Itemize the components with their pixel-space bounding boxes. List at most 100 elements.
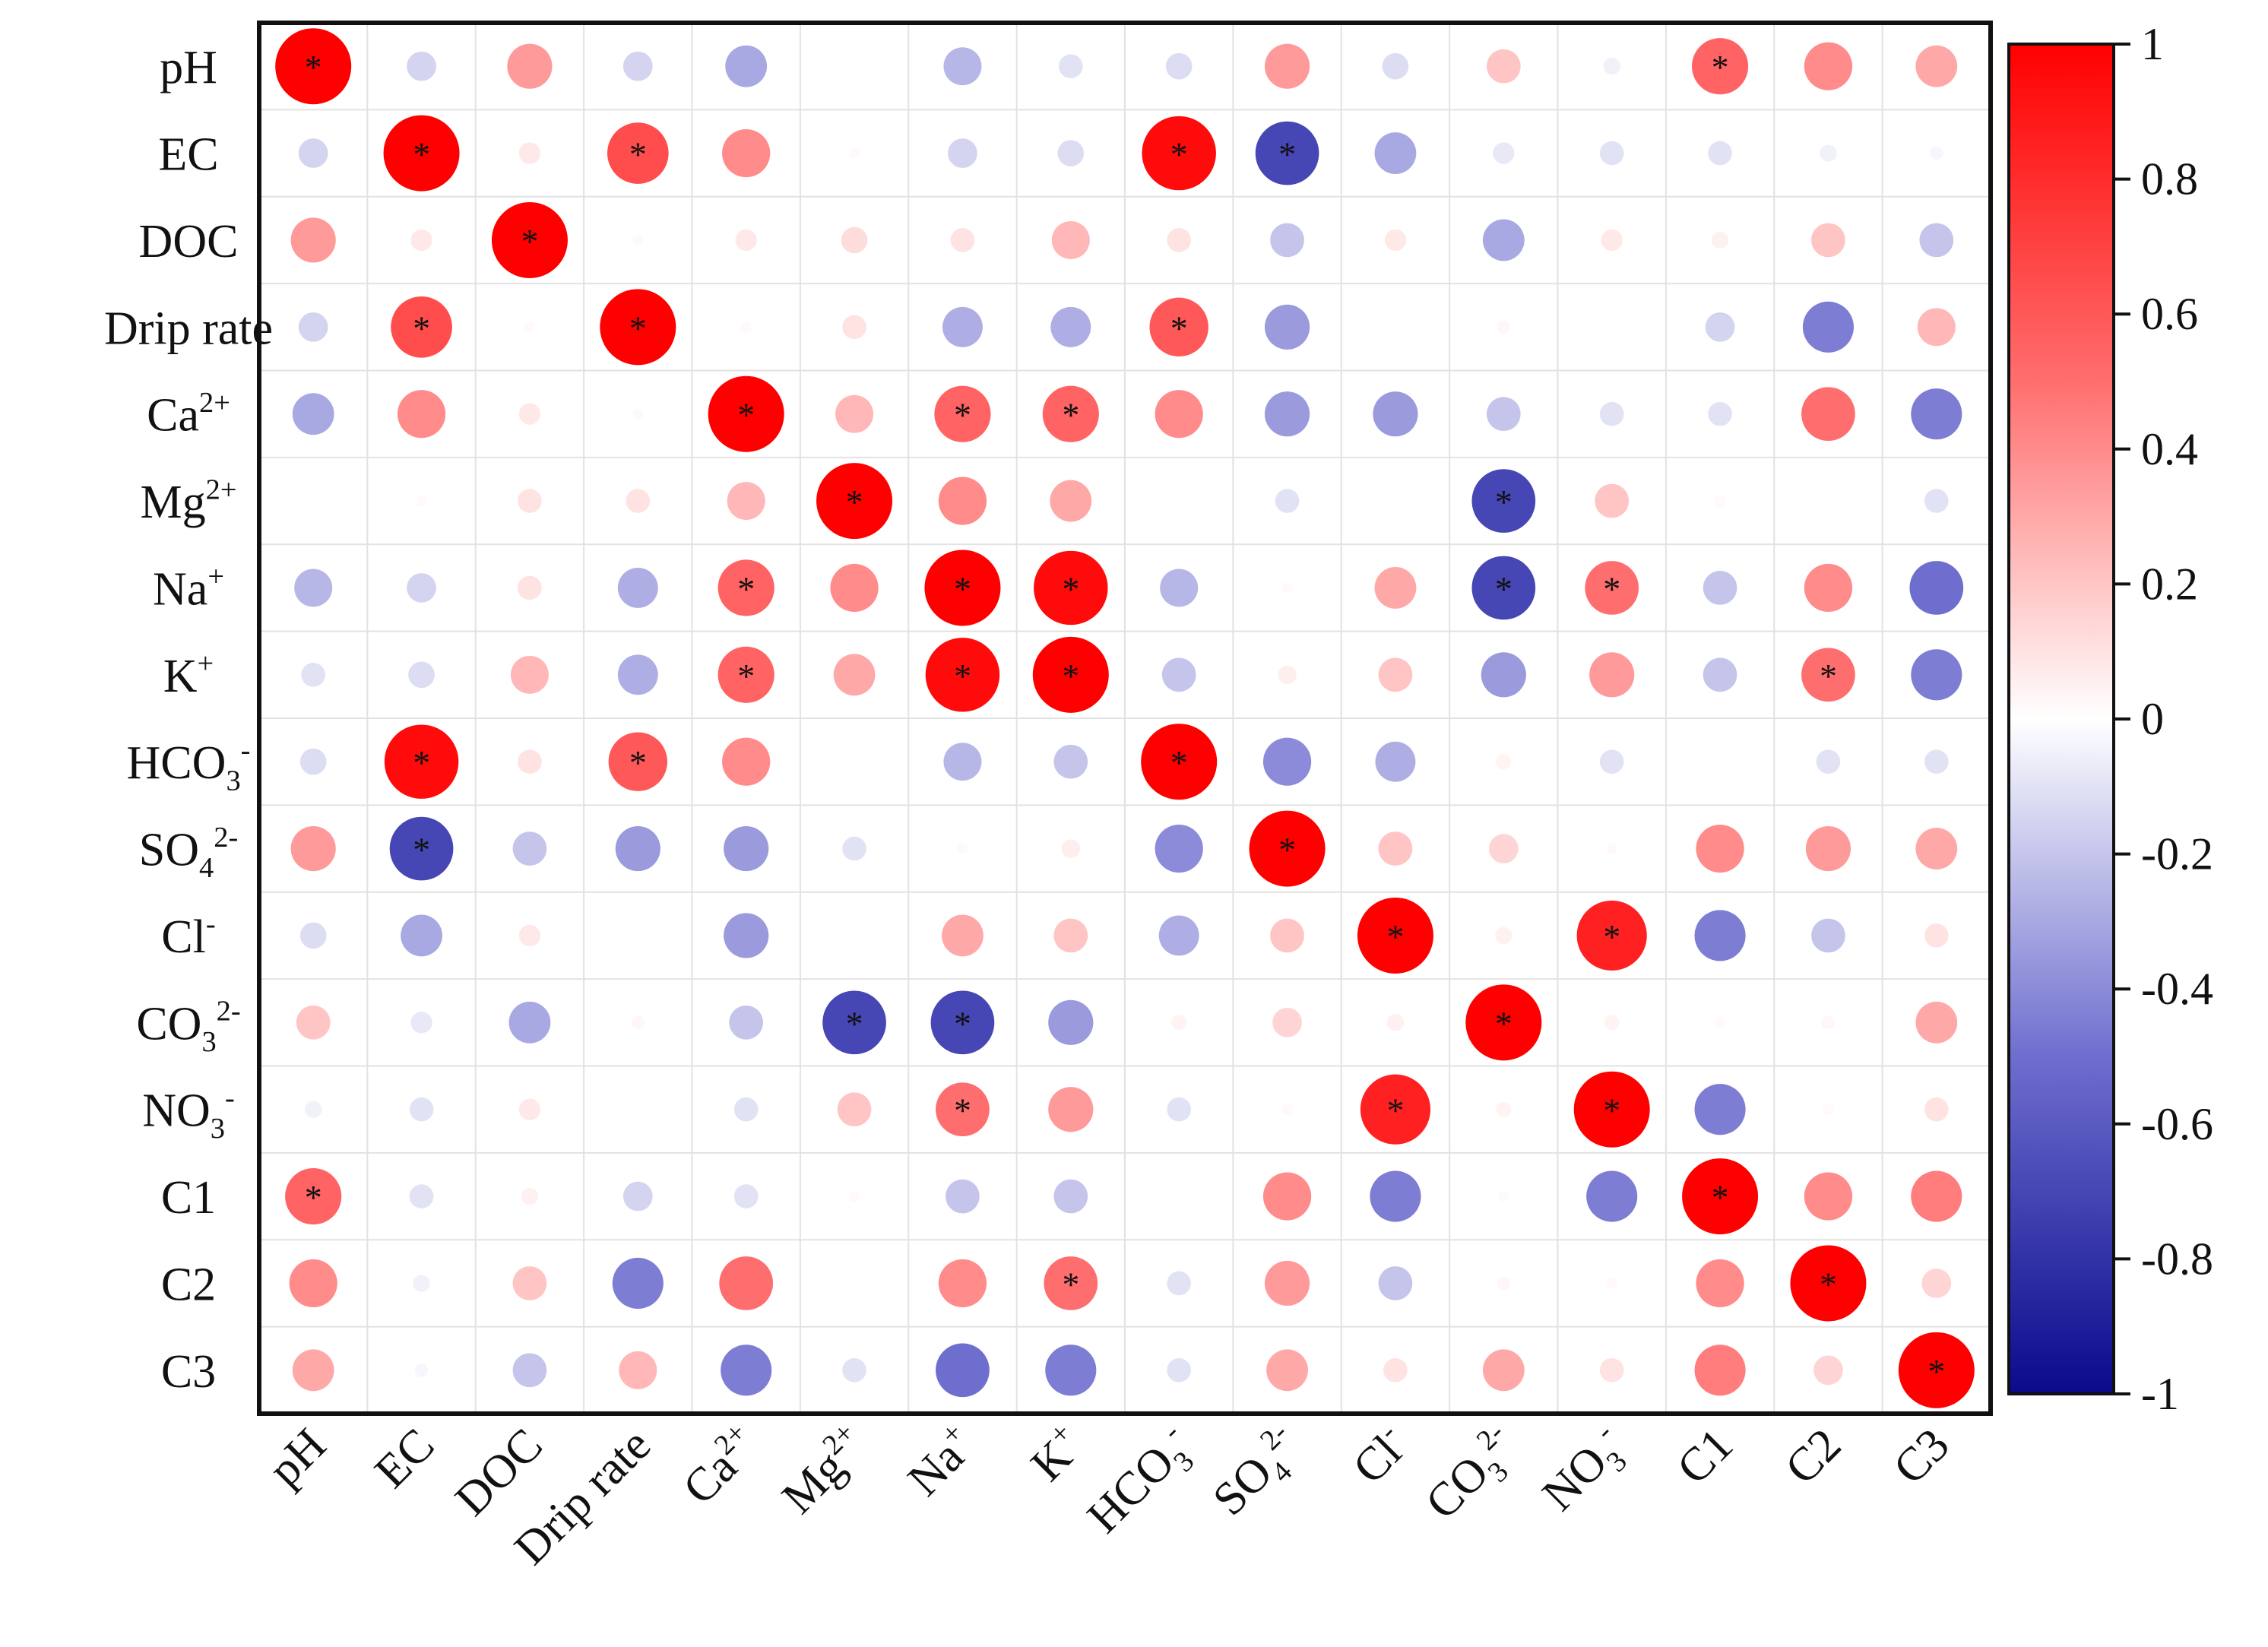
- cell-15-2: [512, 1353, 547, 1388]
- cell-3-13: [1705, 312, 1735, 342]
- y-label-c1: C1: [161, 1172, 216, 1224]
- cell-11-6: [930, 990, 995, 1055]
- cell-12-6: [936, 1082, 990, 1137]
- cell-6-3: [617, 567, 658, 608]
- cell-5-13: [1714, 495, 1726, 507]
- plot-frame: [257, 21, 1993, 1416]
- cell-15-8: [1167, 1358, 1191, 1383]
- cell-7-3: [617, 654, 658, 695]
- significance-star: *: [1603, 569, 1620, 608]
- x-label-base: HCO: [1078, 1436, 1185, 1543]
- cell-12-5: [837, 1092, 872, 1127]
- cell-13-4: [733, 1184, 759, 1208]
- cell-1-13: [1708, 141, 1732, 166]
- cell-15-6: [936, 1343, 990, 1398]
- cell-4-9: [1264, 391, 1310, 437]
- cell-1-3: [607, 122, 669, 184]
- cell-11-0: [296, 1005, 331, 1040]
- x-label-ca: Ca2+: [671, 1417, 768, 1514]
- cell-11-9: [1272, 1007, 1302, 1037]
- cell-2-12: [1601, 229, 1623, 252]
- cell-14-11: [1497, 1276, 1510, 1291]
- cell-1-9: [1255, 121, 1319, 185]
- cell-10-13: [1694, 910, 1746, 961]
- cell-13-1: [409, 1184, 434, 1208]
- cell-7-1: [408, 661, 435, 689]
- cell-11-8: [1171, 1015, 1187, 1031]
- cell-6-8: [1160, 569, 1199, 607]
- colorbar-tick-label: 0.6: [2141, 289, 2198, 339]
- cell-7-2: [510, 655, 549, 694]
- cell-11-4: [729, 1005, 764, 1040]
- cell-4-6: [934, 385, 991, 442]
- cell-9-2: [512, 831, 547, 866]
- cell-14-14: [1790, 1245, 1867, 1322]
- significance-star: *: [1495, 569, 1513, 608]
- significance-star: *: [954, 396, 971, 435]
- cell-4-7: [1042, 385, 1099, 442]
- y-label-base: Ca: [147, 390, 199, 442]
- cell-11-3: [631, 1015, 645, 1029]
- cell-1-1: [383, 115, 460, 192]
- cell-11-2: [508, 1001, 551, 1044]
- cell-2-11: [1482, 219, 1525, 261]
- x-label-superscript: -: [1156, 1417, 1186, 1446]
- y-label-subscript: 3: [211, 1113, 225, 1145]
- cell-1-12: [1599, 141, 1624, 166]
- cell-9-9: [1249, 810, 1326, 887]
- cell-6-12: [1585, 561, 1639, 615]
- colorbar-gradient: [2007, 43, 2115, 1395]
- significance-star: *: [846, 1004, 863, 1043]
- cell-10-7: [1053, 918, 1088, 953]
- cell-4-14: [1801, 387, 1855, 442]
- cell-8-14: [1816, 749, 1841, 774]
- cell-10-9: [1270, 918, 1304, 953]
- significance-star: *: [629, 135, 647, 174]
- y-label-ec: EC: [158, 129, 218, 181]
- cell-0-14: [1804, 42, 1853, 90]
- cell-11-15: [1915, 1001, 1958, 1044]
- cell-13-0: [285, 1167, 342, 1225]
- cell-3-0: [298, 312, 328, 342]
- cell-10-6: [942, 914, 984, 957]
- cell-6-13: [1703, 571, 1737, 605]
- y-label-drip-rate: Drip rate: [104, 302, 273, 354]
- cell-9-3: [615, 825, 660, 872]
- colorbar-tick-label: -0.2: [2141, 829, 2213, 879]
- cell-15-12: [1599, 1358, 1624, 1383]
- significance-star: *: [1062, 569, 1079, 608]
- cell-3-4: [740, 321, 752, 333]
- significance-star: *: [1820, 1265, 1837, 1303]
- cell-15-14: [1813, 1355, 1843, 1386]
- cell-12-14: [1823, 1104, 1834, 1115]
- significance-star: *: [305, 1178, 322, 1217]
- significance-star: *: [1062, 1265, 1079, 1303]
- significance-star: *: [413, 831, 430, 869]
- colorbar-tick-label: -1: [2141, 1369, 2179, 1419]
- y-label-so4: SO42-: [139, 822, 239, 884]
- y-label-base: Mg: [140, 477, 205, 528]
- significance-star: *: [1712, 48, 1729, 87]
- cell-15-7: [1045, 1345, 1097, 1396]
- x-label-so4: SO42-: [1201, 1417, 1315, 1531]
- cell-15-5: [842, 1358, 866, 1383]
- cell-13-15: [1911, 1170, 1962, 1222]
- cell-14-1: [413, 1275, 430, 1292]
- cell-7-6: [925, 638, 1000, 712]
- cell-7-9: [1278, 665, 1297, 685]
- cell-9-1: [389, 816, 454, 881]
- cell-6-15: [1909, 561, 1964, 615]
- cell-10-14: [1811, 918, 1845, 953]
- cell-2-8: [1167, 228, 1191, 252]
- significance-star: *: [1603, 1091, 1620, 1130]
- cell-7-13: [1703, 657, 1737, 692]
- cell-0-6: [943, 47, 982, 86]
- cell-6-1: [407, 573, 436, 603]
- cell-11-10: [1386, 1014, 1405, 1031]
- cell-7-12: [1589, 652, 1635, 698]
- significance-star: *: [954, 1004, 971, 1043]
- cell-8-12: [1599, 749, 1624, 774]
- cell-15-0: [292, 1349, 334, 1392]
- cell-5-15: [1924, 489, 1949, 513]
- y-label-mg: Mg2+: [140, 474, 236, 528]
